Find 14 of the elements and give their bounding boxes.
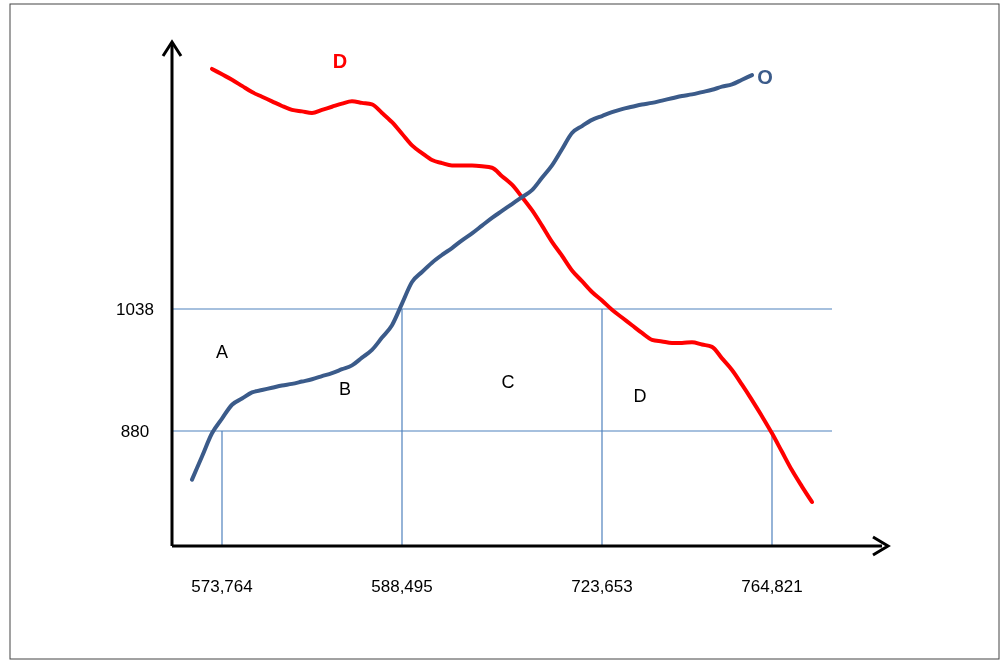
y-tick-label: 1038 (116, 299, 154, 319)
annotation: B (338, 379, 352, 399)
annotation: D (633, 386, 647, 406)
y-tick-label: 880 (120, 421, 150, 441)
line-series (190, 73, 754, 482)
x-tick-label: 764,821 (741, 577, 803, 596)
x-tick-label: 588,495 (371, 577, 433, 596)
line-series (210, 66, 814, 504)
series-label: D (332, 50, 348, 72)
annotation: A (215, 342, 229, 362)
series-label: O (757, 66, 773, 88)
annotation: C (501, 372, 515, 392)
x-tick-label: 723,653 (571, 577, 633, 596)
x-tick-label: 573,764 (191, 577, 253, 596)
